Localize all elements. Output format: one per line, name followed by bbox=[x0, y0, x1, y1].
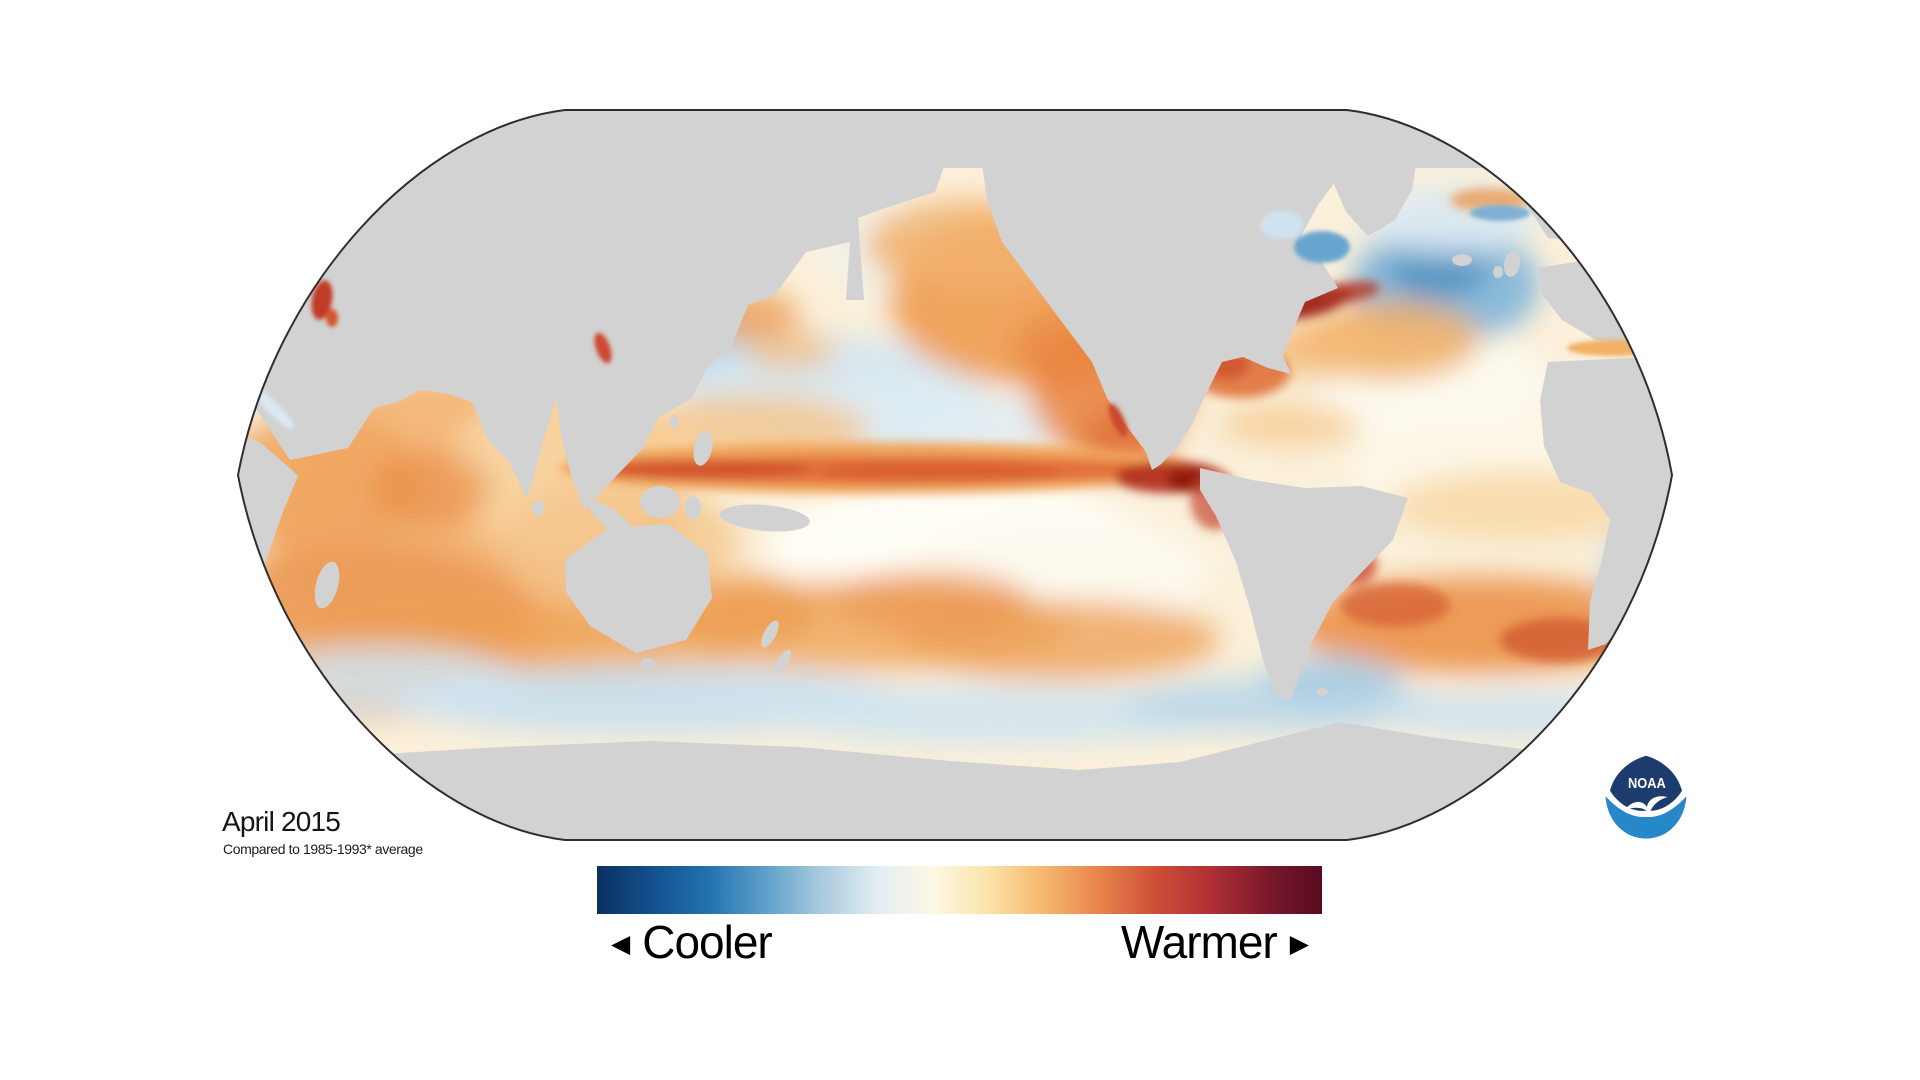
hokkaido bbox=[714, 302, 730, 318]
noaa-logo-seagull-icon bbox=[1624, 796, 1668, 815]
north-america bbox=[980, 150, 1345, 470]
cooler-label: Cooler bbox=[642, 916, 773, 968]
cooler-arrow-icon: ◀ bbox=[611, 929, 630, 958]
sulawesi bbox=[685, 496, 701, 520]
japan-south bbox=[673, 351, 695, 373]
warmer-label: Warmer bbox=[1120, 916, 1278, 968]
noaa-logo: NOAA bbox=[1601, 753, 1691, 843]
philippines bbox=[693, 430, 713, 466]
warmer-arrow-icon: ▶ bbox=[1289, 929, 1309, 958]
noaa-logo-text: NOAA bbox=[1628, 776, 1666, 792]
ireland bbox=[1493, 266, 1503, 278]
iceland bbox=[1452, 254, 1472, 266]
taiwan bbox=[670, 415, 678, 429]
warmer-label-group: Warmer ▶ bbox=[1120, 915, 1309, 969]
hainan bbox=[643, 423, 653, 433]
sri-lanka bbox=[532, 500, 544, 516]
madagascar bbox=[314, 561, 340, 609]
south-america bbox=[1200, 468, 1408, 702]
colorbar-labels: ◀ Cooler Warmer ▶ bbox=[597, 914, 1322, 970]
new-zealand-north bbox=[761, 620, 779, 648]
page-subtitle: Compared to 1985-1993* average bbox=[223, 841, 423, 857]
borneo bbox=[640, 486, 680, 518]
colorbar-gradient bbox=[597, 866, 1322, 914]
britain bbox=[1503, 251, 1521, 277]
tasmania bbox=[641, 658, 655, 670]
cooler-label-group: ◀ Cooler bbox=[611, 915, 773, 969]
greenland bbox=[1332, 150, 1418, 236]
eurasia bbox=[238, 150, 950, 510]
map-outline bbox=[236, 109, 1674, 841]
australia bbox=[565, 524, 712, 653]
japan bbox=[688, 311, 724, 355]
new-zealand-south bbox=[774, 649, 792, 673]
africa-west bbox=[1540, 356, 1672, 650]
noaa-logo-blue-wave bbox=[1605, 796, 1687, 839]
page-title: April 2015 bbox=[222, 806, 341, 837]
falkland-islands bbox=[1316, 688, 1328, 696]
new-guinea bbox=[720, 504, 810, 532]
antarctica bbox=[238, 722, 1672, 840]
